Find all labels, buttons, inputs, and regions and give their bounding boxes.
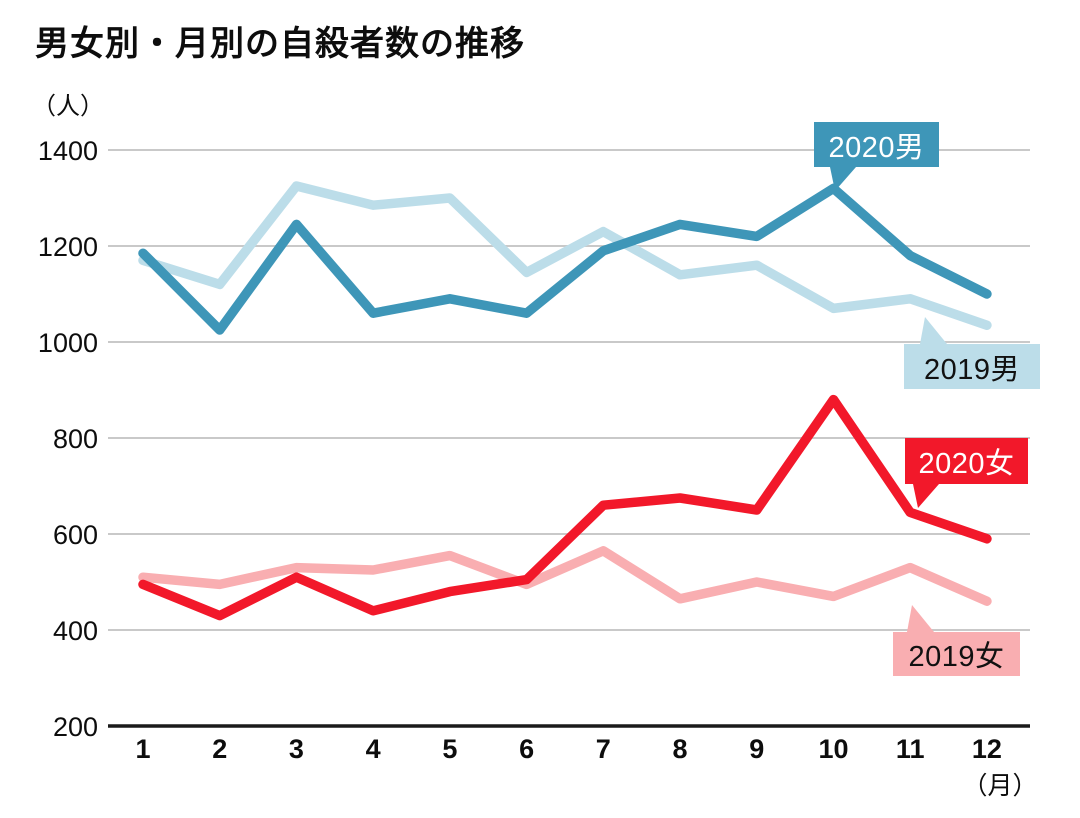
x-axis-unit-label: （月） — [962, 772, 1038, 800]
callout-pointer-up-icon — [907, 605, 934, 632]
chart-title: 男女別・月別の自殺者数の推移 — [35, 25, 525, 63]
series-label-2019-female-text: 2019女 — [908, 641, 1005, 673]
x-tick-label: 2 — [212, 734, 227, 764]
x-tick-label: 9 — [749, 734, 764, 764]
series-label-2020-female: 2020女 — [905, 438, 1028, 508]
series-label-2020-male-text: 2020男 — [828, 131, 925, 164]
series-label-2020-female-text: 2020女 — [918, 448, 1015, 480]
y-tick-label: 400 — [53, 616, 98, 646]
x-tick-label: 1 — [135, 734, 150, 764]
series-label-2019-male-text: 2019男 — [923, 353, 1020, 386]
y-tick-label: 600 — [53, 520, 98, 550]
y-axis-unit-label: （人） — [32, 93, 104, 120]
line-2020男 — [138, 183, 992, 335]
y-tick-label: 800 — [53, 424, 98, 454]
x-tick-label: 5 — [442, 734, 457, 764]
line-2019男 — [138, 181, 992, 330]
series-label-2019-male: 2019男 — [904, 317, 1040, 389]
x-tick-label: 6 — [519, 734, 534, 764]
line-2020女 — [138, 394, 992, 621]
y-tick-label: 1000 — [38, 328, 98, 358]
y-tick-label: 1400 — [38, 136, 98, 166]
x-tick-label: 8 — [673, 734, 688, 764]
callout-pointer-down-icon — [913, 484, 939, 508]
callout-pointer-down-icon — [830, 167, 856, 191]
x-tick-label: 12 — [972, 734, 1002, 764]
line-2019女 — [138, 546, 992, 606]
series-label-2020-male: 2020男 — [814, 122, 939, 191]
y-tick-label: 1200 — [38, 232, 98, 262]
x-tick-label: 10 — [818, 734, 848, 764]
x-tick-label: 3 — [289, 734, 304, 764]
x-tick-label: 11 — [896, 734, 925, 764]
series-label-2019-female: 2019女 — [893, 605, 1020, 676]
x-tick-label: 7 — [596, 734, 611, 764]
y-tick-label: 200 — [53, 712, 98, 742]
x-tick-label: 4 — [366, 734, 381, 764]
callout-pointer-up-icon — [920, 317, 947, 344]
